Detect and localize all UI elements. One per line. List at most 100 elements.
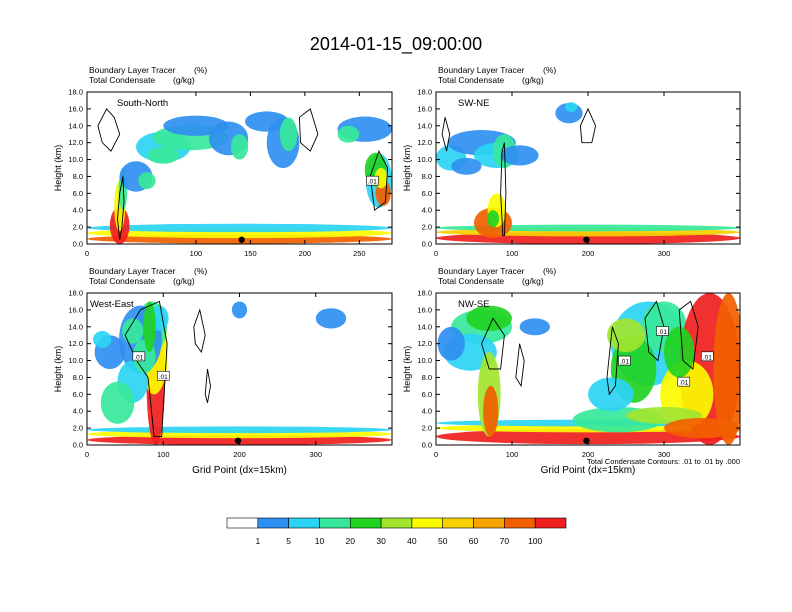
contour-line [481, 317, 505, 370]
contour-label-box [156, 370, 170, 381]
contour-line [204, 368, 211, 403]
y-tick-label: 10.0 [68, 155, 83, 164]
y-tick-label: 0.0 [73, 441, 83, 450]
tracer-blob [231, 301, 248, 319]
contour-label-box [656, 326, 669, 336]
colorbar-label: 20 [346, 536, 356, 546]
colorbar-label: 40 [407, 536, 417, 546]
tracer-blob [713, 293, 740, 445]
y-tick-label: 0.0 [422, 240, 432, 249]
subtitle-condensate-units: (g/kg) [522, 276, 544, 286]
y-axis-label: Height (km) [53, 145, 63, 192]
subtitle-condensate-units: (g/kg) [522, 75, 544, 85]
y-tick-label: 6.0 [73, 189, 83, 198]
x-tick-label: 0 [434, 249, 438, 258]
subtitle-tracer-units: (%) [543, 65, 556, 75]
y-tick-label: 2.0 [422, 424, 432, 433]
tracer-blob [436, 428, 740, 445]
tracer-blob [588, 377, 634, 412]
x-tick-label: 250 [353, 249, 366, 258]
y-tick-label: 18.0 [417, 289, 432, 298]
colorbar-label: 60 [469, 536, 479, 546]
tracer-blob [451, 157, 482, 175]
subtitle-tracer-units: (%) [543, 266, 556, 276]
x-tick-label: 0 [85, 450, 89, 459]
panel-label: NW-SE [458, 299, 490, 310]
x-axis-label: Grid Point (dx=15km) [541, 465, 636, 476]
colorbar-swatch [288, 517, 320, 529]
x-tick-label: 200 [299, 249, 312, 258]
x-tick-label: 0 [85, 249, 89, 258]
panel-label: SW-NE [458, 98, 490, 109]
chart-panel-south-north: .01 0.0 2.0 4.0 6.0 8.0 10.0 12.0 14.0 16.0 18.0 0 1… [53, 65, 393, 258]
location-marker [234, 437, 242, 444]
y-tick-label: 2.0 [73, 424, 83, 433]
location-marker [583, 437, 590, 444]
x-tick-label: 200 [233, 450, 246, 459]
shaded-field [436, 293, 740, 445]
tracer-blob [87, 426, 392, 434]
y-tick-label: 8.0 [73, 373, 83, 382]
colorbar-label: 100 [528, 536, 542, 546]
contour-label-box [618, 355, 631, 366]
y-tick-label: 0.0 [422, 441, 432, 450]
tracer-blob [146, 146, 180, 164]
y-tick-label: 2.0 [73, 223, 83, 232]
colorbar-swatch [442, 517, 474, 529]
y-tick-label: 12.0 [68, 339, 83, 348]
condensate-contours [441, 107, 597, 237]
y-tick-label: 10.0 [68, 356, 83, 365]
contour-label: .01 [134, 354, 143, 361]
x-tick-label: 100 [506, 450, 519, 459]
x-tick-label: 150 [244, 249, 257, 258]
colorbar-swatch [319, 517, 351, 529]
contour-line [515, 343, 525, 388]
subtitle-tracer: Boundary Layer Tracer [89, 65, 176, 75]
tracer-blob [466, 305, 512, 332]
axes: 0.0 2.0 4.0 6.0 8.0 10.0 12.0 14.0 16.0 18.0 0 100 2… [68, 289, 392, 459]
contour-label: .01 [368, 179, 377, 186]
y-tick-label: 6.0 [73, 390, 83, 399]
y-tick-label: 8.0 [73, 172, 83, 181]
colorbar-swatch [473, 517, 505, 529]
colorbar-label: 70 [500, 536, 510, 546]
subtitle-tracer: Boundary Layer Tracer [89, 266, 176, 276]
tracer-blob [486, 210, 500, 228]
tracer-blob [664, 417, 740, 439]
tracer-blob [565, 102, 578, 113]
y-tick-label: 4.0 [422, 407, 432, 416]
contour-line [441, 117, 451, 152]
contour-line [124, 300, 168, 438]
contour-label: .01 [159, 374, 168, 381]
axes: 0.0 2.0 4.0 6.0 8.0 10.0 12.0 14.0 16.0 18.0 0 100 2… [417, 88, 740, 258]
contour-line [606, 326, 619, 396]
y-tick-label: 18.0 [68, 289, 83, 298]
y-tick-label: 12.0 [417, 339, 432, 348]
colorbar-label: 50 [438, 536, 448, 546]
location-marker [238, 236, 245, 243]
colorbar-swatch [380, 517, 413, 529]
contour-label: .01 [658, 329, 667, 336]
colorbar-label: 5 [286, 536, 291, 546]
x-tick-label: 100 [190, 249, 203, 258]
tracer-blob [337, 125, 360, 143]
tracer-blob [664, 326, 695, 378]
colorbar-swatch [349, 517, 382, 529]
colorbar-swatch [534, 517, 567, 529]
condensate-contours [97, 108, 389, 240]
axes: 0.0 2.0 4.0 6.0 8.0 10.0 12.0 14.0 16.0 18.0 0 100 1… [68, 88, 392, 258]
contour-label-box [132, 351, 146, 362]
contour-line [193, 308, 206, 354]
y-tick-label: 14.0 [68, 121, 83, 130]
chart-panel-west-east: .01 .01 0.0 2.0 4.0 6.0 8.0 10.0 12.0 14.0 16.0 18.… [53, 266, 393, 476]
colorbar-label: 10 [315, 536, 325, 546]
x-tick-label: 100 [506, 249, 519, 258]
y-axis-label: Height (km) [402, 145, 412, 192]
panel-label: South-North [117, 98, 168, 109]
x-tick-label: 300 [658, 249, 671, 258]
y-tick-label: 10.0 [417, 356, 432, 365]
colorbar-swatch [504, 517, 536, 529]
y-tick-label: 14.0 [68, 322, 83, 331]
contour-line [298, 108, 319, 152]
